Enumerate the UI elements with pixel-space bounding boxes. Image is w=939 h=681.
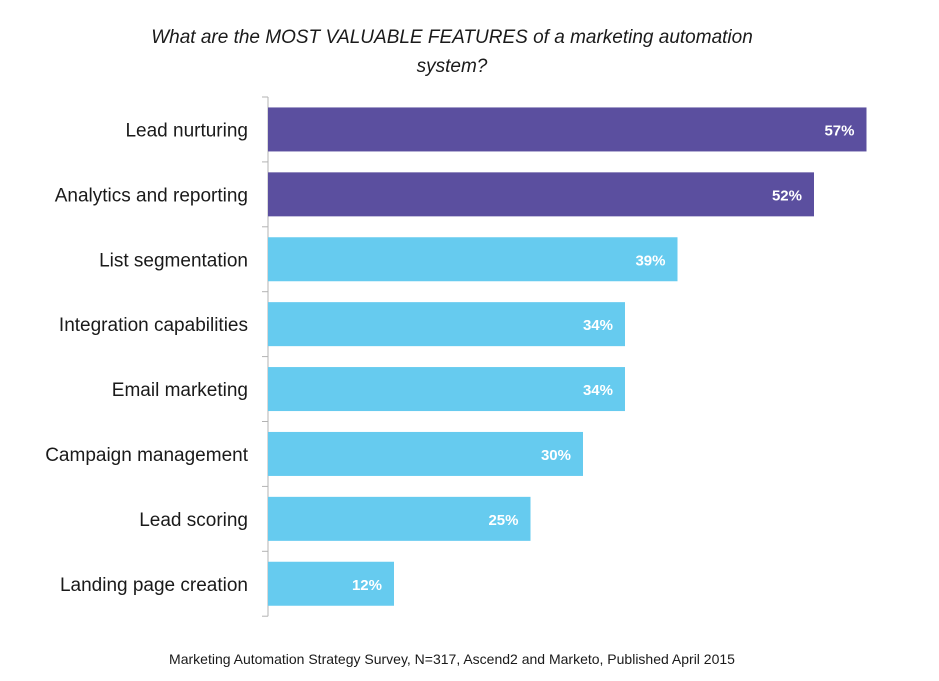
bar [268,107,867,152]
category-label: Landing page creation [60,575,248,596]
chart-title-line-1: What are the MOST VALUABLE FEATURES of a… [151,27,753,48]
category-label: Lead scoring [139,510,248,531]
bar [268,561,394,606]
chart-title-line-2: system? [417,56,488,77]
category-label: Email marketing [112,380,248,401]
category-label: Campaign management [45,445,249,466]
bars [268,107,867,606]
category-labels: Lead nurturing Analytics and reporting Lis… [45,120,249,595]
source-note: Marketing Automation Strategy Survey, N=… [169,651,735,667]
category-label: List segmentation [99,250,248,271]
bar [268,496,531,541]
value-label: 34% [583,382,613,399]
y-axis [262,96,269,617]
bar [268,237,678,282]
category-label: Lead nurturing [125,120,248,141]
value-label: 39% [635,252,665,269]
value-label: 57% [824,122,854,139]
category-label: Analytics and reporting [55,185,248,206]
bar [268,431,583,476]
value-label: 52% [772,187,802,204]
bar [268,367,625,412]
value-labels: 57% 52% 39% 34% 34% 30% 25% 12% [352,122,855,593]
bar [268,172,814,217]
value-label: 34% [583,317,613,334]
value-label: 25% [488,512,518,529]
value-label: 30% [541,447,571,464]
value-label: 12% [352,577,382,594]
category-label: Integration capabilities [59,315,248,336]
bar [268,302,625,347]
